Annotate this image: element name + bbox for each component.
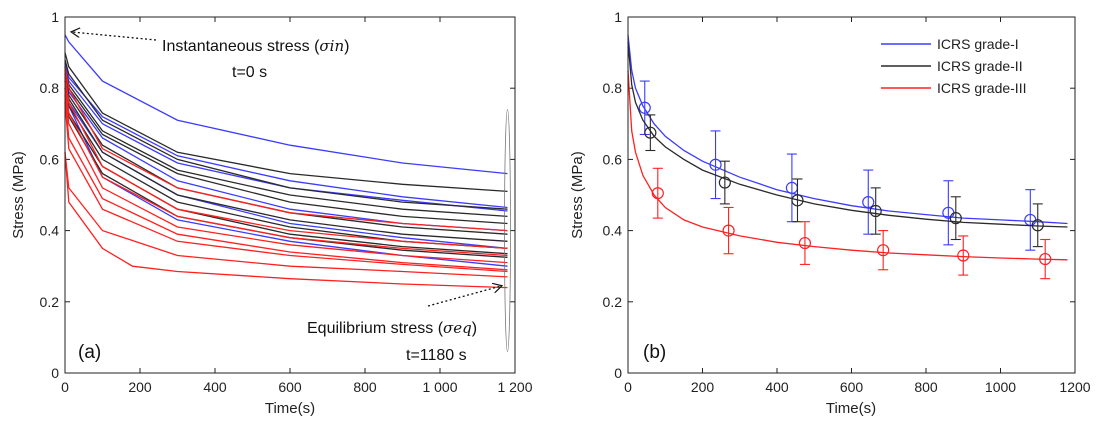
annotation-instantaneous-stress: Instantaneous stress (σin) t=0 s <box>72 32 349 81</box>
panel-b: 0 200 400 600 800 1000 1200 0 0.2 0.4 0.6 0.8 1 Time… <box>569 9 1091 417</box>
x-tick-label: 200 <box>691 379 715 395</box>
panel-a: 0 200 400 600 800 1 000 1 200 0 0.2 0.4 0.6 0.8 1 Ti… <box>10 9 533 417</box>
panel-a-label: (a) <box>78 342 101 363</box>
series-line-grade-i <box>64 34 508 175</box>
x-tick-label: 1 200 <box>497 379 532 395</box>
series-line-grade-iii <box>64 73 508 250</box>
annotation-equilibrium-stress: Equilibrium stress (σeq) t=1180 s <box>307 286 501 364</box>
series-line-grade-iii <box>64 152 508 278</box>
series-line-grade-ii <box>64 52 508 193</box>
panel-b-series <box>627 34 1068 280</box>
x-tick-label: 0 <box>624 379 632 395</box>
sigma-in-symbol: σin <box>319 37 344 55</box>
series-line-grade-iii <box>64 88 508 264</box>
data-point-marker <box>718 176 731 189</box>
series-line-grade-iii <box>64 95 508 271</box>
series-line-grade-ii <box>64 77 508 242</box>
annotation-instantaneous-text: Instantaneous stress (σin) <box>162 37 349 55</box>
x-tick-label: 200 <box>128 379 152 395</box>
panel-b-label: (b) <box>643 342 666 363</box>
legend: ICRS grade-I ICRS grade-II ICRS grade-III <box>881 36 1026 96</box>
data-point-marker <box>709 158 722 171</box>
y-tick-label: 0.8 <box>603 80 623 96</box>
series-line-grade-iii <box>64 152 508 289</box>
data-point-marker <box>798 236 812 250</box>
series-line-grade-ii <box>64 81 508 250</box>
panel-a-axes-box <box>64 16 516 374</box>
x-tick-label: 600 <box>278 379 302 395</box>
panel-b-ticks: 0 200 400 600 800 1000 1200 0 0.2 0.4 0.6 0.8 1 <box>603 9 1091 395</box>
fit-line-grade-3 <box>627 70 1068 261</box>
data-point-marker <box>869 204 882 218</box>
y-tick-label: 0 <box>51 365 59 381</box>
y-tick-label: 0.4 <box>603 223 623 239</box>
annotation-equilibrium-title: Equilibrium stress ( <box>307 320 444 337</box>
series-line-grade-i <box>64 73 508 232</box>
x-tick-label: 1000 <box>985 379 1016 395</box>
legend-label: ICRS grade-III <box>937 80 1026 96</box>
y-tick-label: 0.2 <box>40 294 60 310</box>
y-tick-label: 1 <box>614 9 622 25</box>
annotation-arrow-equilibrium <box>427 286 501 307</box>
y-tick-label: 0.2 <box>603 294 623 310</box>
panel-a-x-axis-label: Time(s) <box>265 400 315 417</box>
x-tick-label: 400 <box>203 379 227 395</box>
data-point-marker <box>862 196 875 209</box>
sigma-eq-symbol: σeq <box>443 319 472 337</box>
annotation-equilibrium-text: Equilibrium stress (σeq) <box>307 319 477 337</box>
series-line-grade-i <box>64 66 508 212</box>
series-line-grade-i <box>64 80 508 250</box>
x-tick-label: 400 <box>765 379 789 395</box>
x-tick-label: 800 <box>914 379 938 395</box>
annotation-instantaneous-time: t=0 s <box>232 64 267 81</box>
y-tick-label: 0.6 <box>603 151 623 167</box>
annotation-equilibrium-paren: ) <box>472 320 477 337</box>
legend-label: ICRS grade-I <box>937 36 1019 52</box>
y-tick-label: 1 <box>51 9 59 25</box>
data-point-marker <box>722 224 735 237</box>
x-tick-label: 800 <box>353 379 377 395</box>
x-tick-label: 0 <box>61 379 69 395</box>
data-point-marker <box>1031 219 1044 232</box>
y-tick-label: 0.4 <box>40 223 60 239</box>
panel-b-x-axis-label: Time(s) <box>826 400 876 417</box>
data-point-marker <box>644 126 657 139</box>
series-line-grade-i <box>64 77 508 267</box>
equilibrium-marker <box>504 109 511 353</box>
x-tick-label: 1 000 <box>422 379 457 395</box>
annotation-equilibrium-time: t=1180 s <box>406 347 467 364</box>
legend-label: ICRS grade-II <box>937 58 1023 74</box>
y-tick-label: 0 <box>614 365 622 381</box>
y-tick-label: 0.8 <box>40 80 60 96</box>
annotation-arrow-instantaneous <box>72 32 157 41</box>
series-line-grade-i <box>64 63 508 209</box>
annotation-instantaneous-title: Instantaneous stress ( <box>162 38 320 55</box>
series-line-grade-ii <box>64 59 508 210</box>
series-line-grade-iii <box>64 66 508 232</box>
data-point-marker <box>949 212 962 225</box>
fit-line-grade-2 <box>627 41 1068 228</box>
data-point-marker <box>877 244 890 257</box>
data-point-marker <box>791 194 804 207</box>
panel-a-y-axis-label: Stress (MPa) <box>10 151 27 239</box>
data-point-marker <box>957 249 970 262</box>
data-point-marker <box>638 101 651 114</box>
data-point-marker <box>1039 252 1052 266</box>
x-tick-label: 1200 <box>1059 379 1090 395</box>
annotation-instantaneous-paren: ) <box>344 38 349 55</box>
series-line-grade-iii <box>64 102 508 273</box>
panel-b-axes-box <box>627 16 1076 374</box>
panel-a-series <box>64 34 511 353</box>
series-line-grade-ii <box>64 88 508 255</box>
series-line-grade-iii <box>64 81 508 257</box>
panel-a-ticks: 0 200 400 600 800 1 000 1 200 0 0.2 0.4 0.6 0.8 1 <box>40 9 533 395</box>
y-tick-label: 0.6 <box>40 151 60 167</box>
panel-b-y-axis-label: Stress (MPa) <box>569 151 586 239</box>
data-point-marker <box>651 187 664 200</box>
x-tick-label: 600 <box>840 379 864 395</box>
